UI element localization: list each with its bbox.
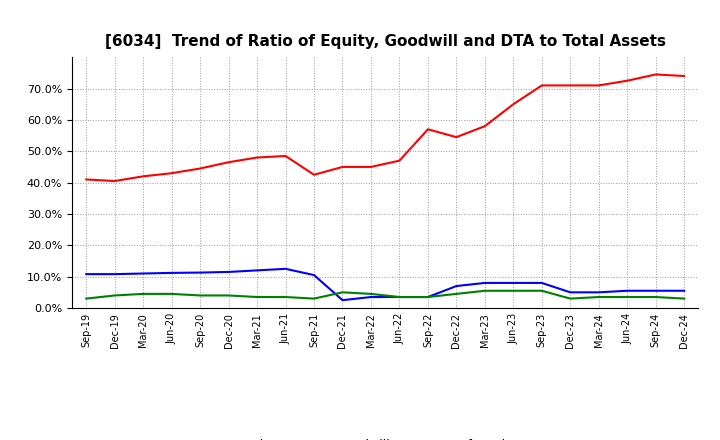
Legend: Equity, Goodwill, Deferred Tax Assets: Equity, Goodwill, Deferred Tax Assets xyxy=(191,434,580,440)
Deferred Tax Assets xyxy=(310,296,318,301)
Equity xyxy=(366,164,375,169)
Deferred Tax Assets xyxy=(452,291,461,297)
Goodwill xyxy=(110,271,119,277)
Equity xyxy=(225,160,233,165)
Equity xyxy=(537,83,546,88)
Line: Goodwill: Goodwill xyxy=(86,269,684,300)
Equity xyxy=(282,153,290,158)
Goodwill xyxy=(395,294,404,300)
Equity xyxy=(566,83,575,88)
Equity xyxy=(480,124,489,129)
Goodwill xyxy=(680,288,688,293)
Deferred Tax Assets xyxy=(623,294,631,300)
Deferred Tax Assets xyxy=(139,291,148,297)
Equity xyxy=(395,158,404,163)
Deferred Tax Assets xyxy=(652,294,660,300)
Deferred Tax Assets xyxy=(282,294,290,300)
Deferred Tax Assets xyxy=(196,293,204,298)
Deferred Tax Assets xyxy=(395,294,404,300)
Goodwill xyxy=(566,290,575,295)
Equity xyxy=(338,164,347,169)
Goodwill xyxy=(225,269,233,275)
Equity xyxy=(253,155,261,160)
Equity xyxy=(623,78,631,83)
Deferred Tax Assets xyxy=(480,288,489,293)
Deferred Tax Assets xyxy=(423,294,432,300)
Goodwill xyxy=(623,288,631,293)
Equity xyxy=(139,174,148,179)
Equity xyxy=(595,83,603,88)
Deferred Tax Assets xyxy=(167,291,176,297)
Goodwill xyxy=(366,294,375,300)
Equity xyxy=(680,73,688,79)
Line: Deferred Tax Assets: Deferred Tax Assets xyxy=(86,291,684,299)
Deferred Tax Assets xyxy=(82,296,91,301)
Deferred Tax Assets xyxy=(680,296,688,301)
Goodwill xyxy=(139,271,148,276)
Equity xyxy=(310,172,318,177)
Goodwill xyxy=(537,280,546,286)
Deferred Tax Assets xyxy=(595,294,603,300)
Goodwill xyxy=(652,288,660,293)
Goodwill xyxy=(253,268,261,273)
Deferred Tax Assets xyxy=(366,291,375,297)
Equity xyxy=(652,72,660,77)
Equity xyxy=(82,177,91,182)
Goodwill xyxy=(509,280,518,286)
Goodwill xyxy=(595,290,603,295)
Goodwill xyxy=(310,272,318,278)
Line: Equity: Equity xyxy=(86,74,684,181)
Deferred Tax Assets xyxy=(537,288,546,293)
Equity xyxy=(509,102,518,107)
Goodwill xyxy=(82,271,91,277)
Goodwill xyxy=(282,266,290,271)
Deferred Tax Assets xyxy=(110,293,119,298)
Equity xyxy=(110,178,119,183)
Goodwill xyxy=(167,270,176,275)
Deferred Tax Assets xyxy=(509,288,518,293)
Title: [6034]  Trend of Ratio of Equity, Goodwill and DTA to Total Assets: [6034] Trend of Ratio of Equity, Goodwil… xyxy=(104,34,666,49)
Goodwill xyxy=(423,294,432,300)
Goodwill xyxy=(480,280,489,286)
Goodwill xyxy=(196,270,204,275)
Equity xyxy=(423,127,432,132)
Equity xyxy=(452,135,461,140)
Goodwill xyxy=(452,283,461,289)
Deferred Tax Assets xyxy=(225,293,233,298)
Deferred Tax Assets xyxy=(253,294,261,300)
Deferred Tax Assets xyxy=(566,296,575,301)
Equity xyxy=(167,171,176,176)
Goodwill xyxy=(338,297,347,303)
Deferred Tax Assets xyxy=(338,290,347,295)
Equity xyxy=(196,166,204,171)
